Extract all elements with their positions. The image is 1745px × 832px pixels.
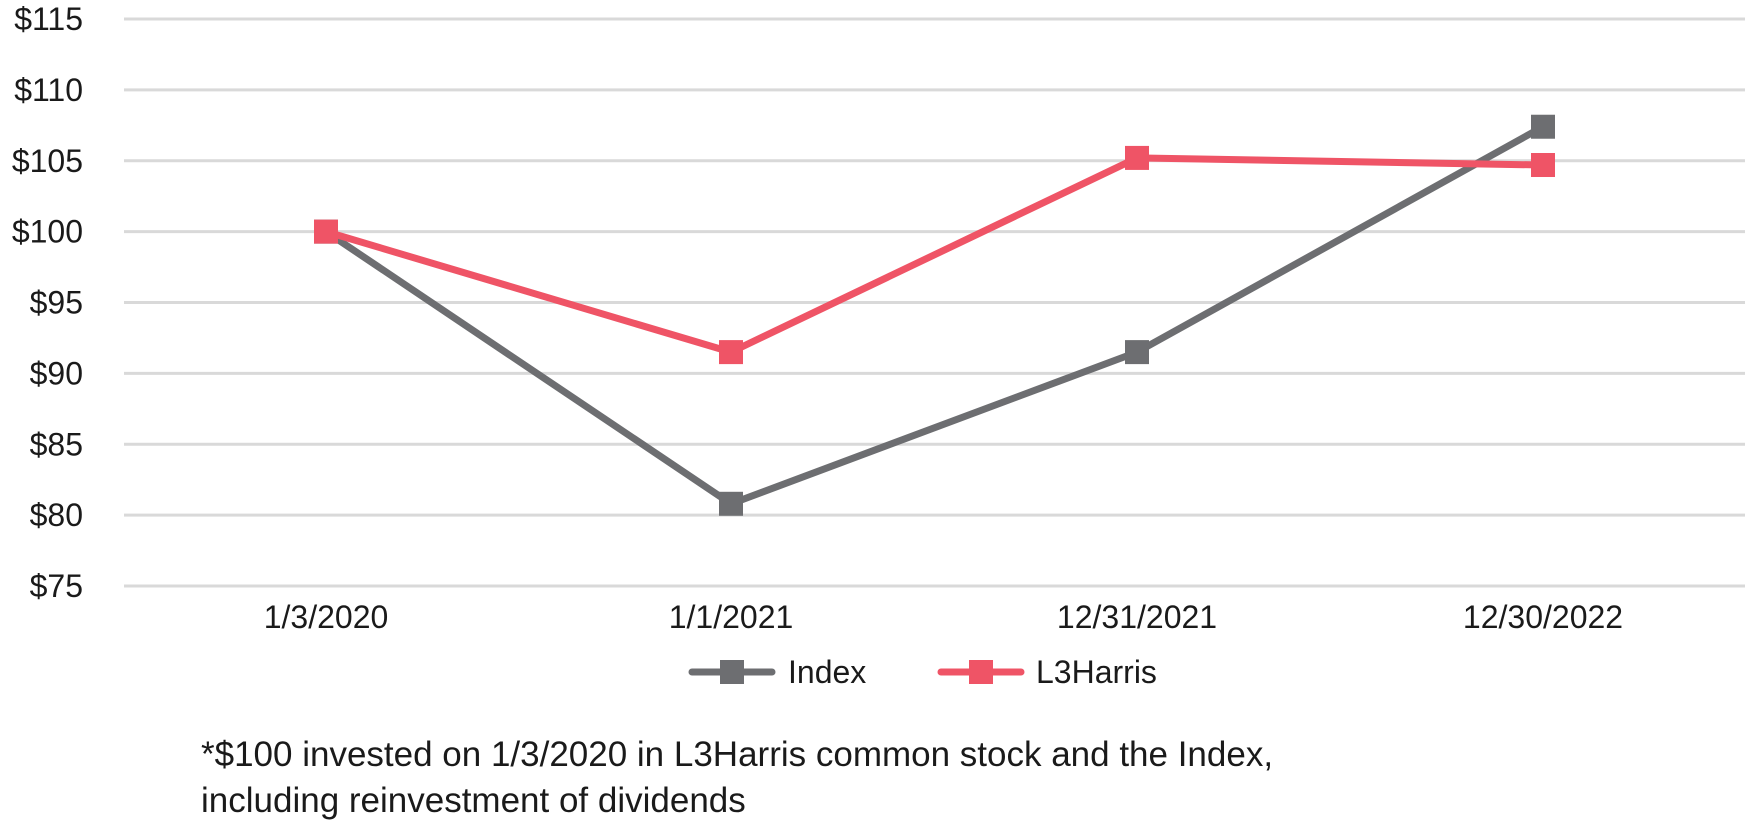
x-tick-label: 1/1/2021 xyxy=(669,599,794,635)
data-point-l3harris xyxy=(1125,145,1149,170)
data-point-index xyxy=(1125,340,1149,365)
series-lines xyxy=(314,114,1555,516)
y-tick-label: $80 xyxy=(30,497,83,533)
data-point-index xyxy=(719,491,743,516)
legend-label: Index xyxy=(788,654,866,690)
y-tick-label: $85 xyxy=(30,426,83,462)
data-point-l3harris xyxy=(314,219,338,244)
line-chart: $75 $80 $85 $90 $95 $100 $105 $110 $115 1/3/2020… xyxy=(12,1,1745,690)
gridlines xyxy=(124,17,1745,588)
footnote: *$100 invested on 1/3/2020 in L3Harris c… xyxy=(201,732,1601,824)
legend-label: L3Harris xyxy=(1036,654,1157,690)
footnote-line-2: including reinvestment of dividends xyxy=(201,781,746,820)
y-tick-label: $75 xyxy=(30,568,83,604)
legend: Index L3Harris xyxy=(688,654,1157,690)
x-axis-ticks: 1/3/2020 1/1/2021 12/31/2021 12/30/2022 xyxy=(264,599,1623,635)
footnote-line-1: *$100 invested on 1/3/2020 in L3Harris c… xyxy=(201,735,1274,774)
y-tick-label: $115 xyxy=(14,1,83,37)
y-tick-label: $105 xyxy=(12,143,83,179)
legend-item-l3harris: L3Harris xyxy=(937,654,1157,690)
y-tick-label: $100 xyxy=(12,214,83,250)
data-point-index xyxy=(1531,114,1555,139)
x-tick-label: 12/30/2022 xyxy=(1463,599,1623,635)
data-point-l3harris xyxy=(1531,153,1555,178)
legend-swatch-marker xyxy=(969,660,993,684)
legend-item-index: Index xyxy=(688,654,866,690)
data-point-l3harris xyxy=(719,340,743,365)
series-line-index xyxy=(322,123,1547,508)
y-tick-label: $95 xyxy=(30,285,83,321)
legend-swatch-marker xyxy=(720,660,744,684)
x-tick-label: 12/31/2021 xyxy=(1057,599,1217,635)
y-axis-ticks: $75 $80 $85 $90 $95 $100 $105 $110 $115 xyxy=(12,1,83,604)
x-tick-label: 1/3/2020 xyxy=(264,599,389,635)
y-tick-label: $90 xyxy=(30,355,83,391)
series-line-l3harris xyxy=(322,154,1547,356)
y-tick-label: $110 xyxy=(14,72,83,108)
